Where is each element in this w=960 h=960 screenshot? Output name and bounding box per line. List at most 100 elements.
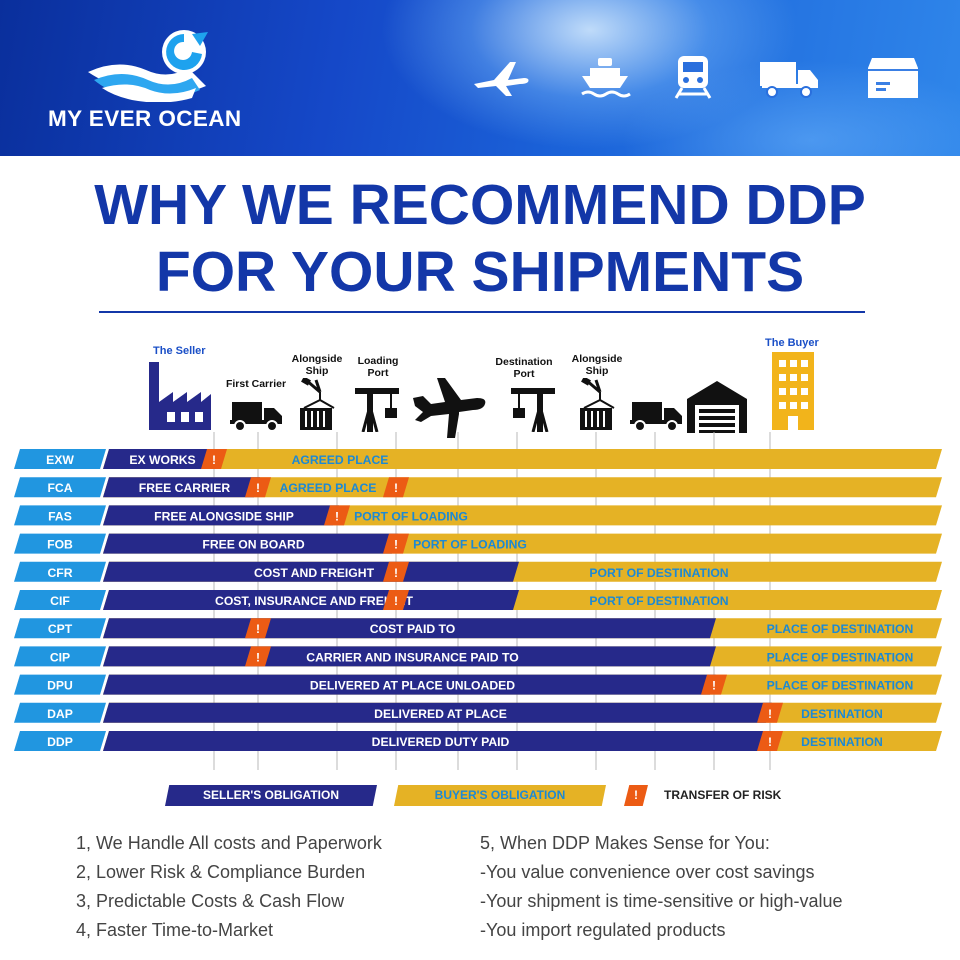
truck-icon (230, 402, 282, 432)
seller-obligation-bar (103, 561, 519, 582)
incoterm-code: EXW (46, 453, 74, 467)
incoterm-code: DAP (47, 707, 73, 721)
incoterm-code-tag (14, 590, 106, 610)
svg-text:!: ! (394, 538, 398, 552)
svg-text:!: ! (394, 566, 398, 580)
incoterm-code: CPT (48, 622, 73, 636)
benefit-item: 2, Lower Risk & Compliance Burden (76, 862, 366, 882)
seller-obligation-bar (103, 674, 716, 695)
benefit-item: 3, Predictable Costs & Cash Flow (76, 891, 345, 911)
legend-transfer-of-risk: TRANSFER OF RISK (664, 788, 782, 802)
seller-obligation-bar (103, 477, 260, 498)
benefits-list-right: 5, When DDP Makes Sense for You: -You va… (480, 829, 920, 945)
seller-obligation-bar (103, 505, 339, 526)
package-icon (868, 58, 918, 98)
benefit-item: 1, We Handle All costs and Paperwork (76, 833, 382, 853)
svg-text:!: ! (335, 509, 339, 523)
seller-term-label: COST AND FREIGHT (254, 566, 375, 580)
buyer-term-label: DESTINATION (801, 707, 883, 721)
buyer-term-label: PORT OF DESTINATION (589, 594, 728, 608)
transfer-of-risk-marker: ! (245, 646, 271, 667)
incoterm-code: DPU (47, 679, 73, 693)
svg-text:!: ! (256, 650, 260, 664)
transfer-of-risk-marker: ! (324, 505, 350, 526)
benefit-item: 5, When DDP Makes Sense for You: (480, 833, 770, 853)
truck-icon (760, 62, 818, 98)
benefits-list-left: 1, We Handle All costs and Paperwork 2, … (76, 829, 476, 945)
title-divider (99, 311, 865, 313)
buyer-term-label: PLACE OF DESTINATION (767, 622, 914, 636)
seller-obligation-bar (103, 702, 772, 723)
seller-term-label: FREE ON BOARD (202, 538, 304, 552)
transfer-of-risk-marker: ! (757, 702, 783, 723)
seller-obligation-bar (103, 590, 519, 610)
seller-term-label: DELIVERED DUTY PAID (372, 735, 510, 749)
seller-label: The Seller (153, 345, 206, 357)
logo-wave-icon (88, 30, 208, 102)
benefit-item: -You value convenience over cost savings (480, 862, 815, 882)
seller-term-label: COST PAID TO (370, 622, 456, 636)
incoterm-code: FCA (47, 481, 72, 495)
incoterm-code-tag (14, 449, 106, 469)
svg-text:!: ! (212, 453, 216, 467)
seller-term-label: DELIVERED AT PLACE (374, 707, 507, 721)
page-title: WHY WE RECOMMEND DDP FOR YOUR SHIPMENTS (40, 172, 920, 306)
buyer-term-label: PLACE OF DESTINATION (767, 679, 914, 693)
svg-text:!: ! (256, 481, 260, 495)
transfer-of-risk-marker: ! (757, 731, 783, 751)
crane-container-icon (580, 378, 615, 430)
legend-risk-marker: ! (624, 785, 648, 806)
truck-icon (630, 402, 682, 432)
header-banner: MY EVER OCEAN (0, 0, 960, 156)
incoterm-code-tag (14, 618, 106, 639)
title-line-2: FOR YOUR SHIPMENTS (155, 240, 805, 304)
port-crane-icon (511, 388, 555, 432)
buyer-term-label: AGREED PLACE (292, 453, 389, 467)
legend-seller-obligation: SELLER'S OBLIGATION (165, 785, 377, 806)
seller-obligation-bar (103, 449, 216, 469)
stage-label-destination-port: Destination Port (495, 356, 553, 380)
svg-text:!: ! (768, 735, 772, 749)
incoterm-code-tag (14, 646, 106, 667)
transfer-of-risk-marker: ! (201, 449, 227, 469)
benefit-item: -You import regulated products (480, 920, 726, 940)
stage-label-alongside-ship: Alongside Ship (291, 353, 343, 377)
incoterm-code: DDP (47, 735, 73, 749)
legend-buyer-obligation: BUYER'S OBLIGATION (394, 785, 606, 806)
port-crane-icon (355, 388, 399, 432)
svg-text:!: ! (394, 594, 398, 608)
incoterm-code-tag (14, 477, 106, 498)
incoterm-code-tag (14, 674, 106, 695)
transfer-of-risk-marker: ! (383, 533, 409, 554)
seller-obligation-bar (103, 533, 398, 554)
buyer-term-label: PORT OF LOADING (413, 538, 527, 552)
ship-icon (581, 58, 631, 98)
incoterm-code: FAS (48, 509, 72, 523)
airplane-icon (474, 62, 529, 96)
incoterm-code: CIP (50, 650, 70, 664)
seller-term-label: CARRIER AND INSURANCE PAID TO (306, 650, 518, 664)
svg-text:!: ! (394, 481, 398, 495)
seller-term-label: FREE CARRIER (139, 481, 231, 495)
warehouse-icon (687, 381, 747, 433)
buyer-label: The Buyer (765, 337, 819, 349)
seller-obligation-bar (103, 731, 772, 751)
buyer-term-label: AGREED PLACE (280, 481, 377, 495)
seller-term-label: FREE ALONGSIDE SHIP (154, 509, 294, 523)
buyer-term-label: PORT OF DESTINATION (589, 566, 728, 580)
incoterm-code: CIF (50, 594, 70, 608)
seller-term-label: DELIVERED AT PLACE UNLOADED (310, 679, 515, 693)
stage-label-first-carrier: First Carrier (225, 378, 287, 390)
incoterm-code-tag (14, 505, 106, 526)
svg-text:!: ! (768, 707, 772, 721)
incoterm-code: FOB (47, 538, 73, 552)
title-line-1: WHY WE RECOMMEND DDP (94, 173, 866, 237)
transfer-of-risk-marker: ! (383, 561, 409, 582)
airplane-icon (413, 378, 486, 438)
brand-name: MY EVER OCEAN (48, 106, 242, 131)
incoterm-code-tag (14, 702, 106, 723)
transfer-of-risk-marker: ! (383, 477, 409, 498)
seller-term-label: COST, INSURANCE AND FREIGHT (215, 594, 413, 608)
svg-text:!: ! (256, 622, 260, 636)
